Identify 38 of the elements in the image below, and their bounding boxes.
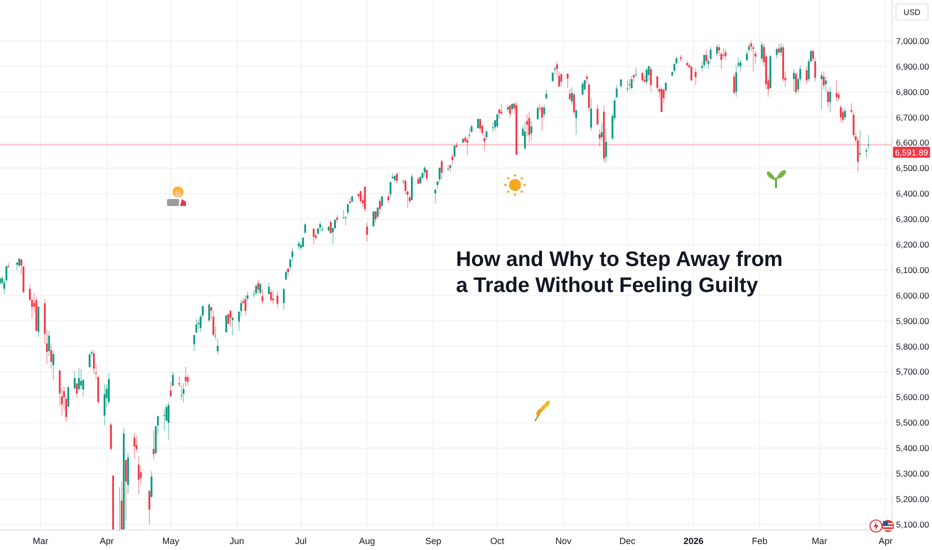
x-tick-label: Aug bbox=[359, 536, 376, 546]
y-tick-label: 5,500.00 bbox=[896, 418, 930, 428]
x-tick-label: Apr bbox=[878, 536, 893, 546]
x-tick-label: 2026 bbox=[684, 536, 704, 546]
y-tick-label: 5,200.00 bbox=[896, 494, 930, 504]
ref-line-label: 6,591.89 bbox=[894, 147, 928, 158]
x-tick-label: Sep bbox=[425, 536, 442, 546]
y-tick-label: 6,400.00 bbox=[896, 188, 930, 199]
y-tick-label: 6,000.00 bbox=[896, 290, 930, 300]
x-tick-label: Mar bbox=[812, 536, 828, 546]
x-tick-label: Dec bbox=[619, 536, 636, 546]
candlestick bbox=[690, 65, 692, 81]
y-tick-label: 6,800.00 bbox=[896, 86, 930, 97]
y-tick-label: 5,800.00 bbox=[896, 341, 930, 352]
y-tick-label: 7,000.00 bbox=[896, 36, 930, 46]
y-tick-label: 6,200.00 bbox=[896, 239, 930, 250]
x-tick-label: May bbox=[162, 536, 180, 546]
y-tick-label: 6,100.00 bbox=[896, 264, 930, 275]
y-tick-label: 5,900.00 bbox=[896, 316, 930, 326]
y-tick-label: 6,600.00 bbox=[896, 138, 930, 148]
x-tick-label: Mar bbox=[32, 536, 48, 546]
y-tick-label: 6,500.00 bbox=[896, 163, 930, 174]
y-tick-label: 5,400.00 bbox=[896, 443, 930, 454]
x-tick-label: Nov bbox=[555, 536, 572, 546]
y-tick-label: 6,900.00 bbox=[896, 61, 930, 72]
x-tick-label: Jun bbox=[230, 536, 244, 546]
y-tick-label: 6,700.00 bbox=[896, 112, 930, 122]
text: How and Why to Step Away from a Trade Without Feeling Guilty bbox=[456, 248, 783, 297]
x-tick-label: Oct bbox=[490, 536, 505, 546]
y-tick-label: 6,300.00 bbox=[896, 214, 930, 224]
y-tick-label: 5,700.00 bbox=[896, 366, 930, 377]
x-tick-label: Apr bbox=[100, 536, 114, 546]
y-axis-title: USD bbox=[904, 8, 921, 17]
y-tick-label: 5,300.00 bbox=[896, 468, 930, 478]
x-tick-label: Feb bbox=[752, 536, 768, 546]
y-tick-label: 5,100.00 bbox=[896, 519, 930, 530]
x-tick-label: Jul bbox=[295, 536, 307, 546]
y-tick-label: 5,600.00 bbox=[896, 392, 930, 402]
